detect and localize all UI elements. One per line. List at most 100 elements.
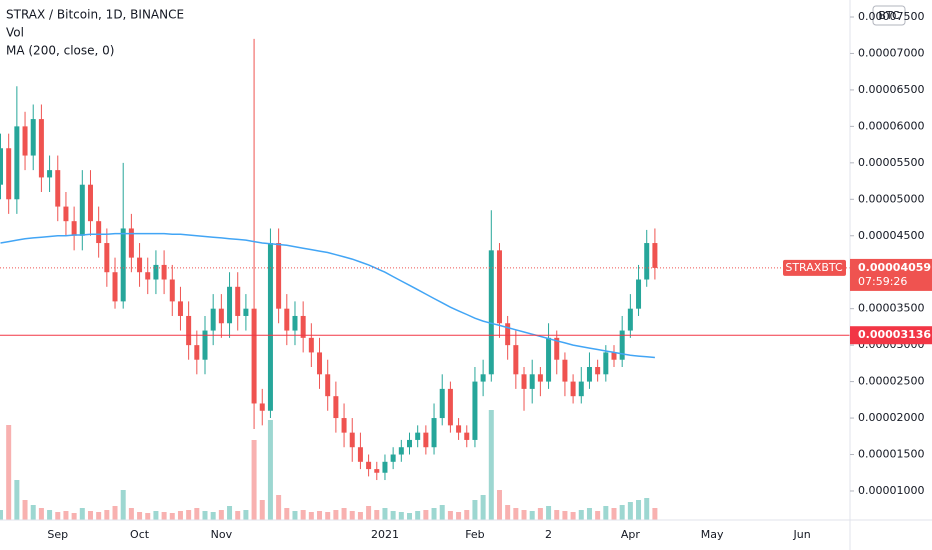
candle-body bbox=[22, 126, 28, 156]
volume-bar bbox=[537, 508, 543, 520]
candle-body bbox=[55, 170, 61, 207]
candle-body bbox=[79, 184, 85, 236]
currency[interactable]: BTC bbox=[878, 9, 900, 22]
chart-title: STRAX / Bitcoin, 1D, BINANCE bbox=[6, 8, 184, 22]
candle-body bbox=[488, 250, 494, 375]
volume-bar bbox=[480, 495, 486, 520]
symbol-tag-label: STRAXBTC bbox=[785, 261, 843, 274]
candle-body bbox=[480, 374, 486, 382]
volume-bar bbox=[644, 498, 650, 520]
candle-body bbox=[570, 381, 576, 397]
volume-bar bbox=[488, 410, 494, 520]
volume-bar bbox=[325, 512, 331, 520]
currency-box[interactable] bbox=[872, 5, 906, 26]
countdown-label: 07:59:26 bbox=[858, 275, 907, 288]
candle-body bbox=[317, 352, 323, 375]
volume-bar bbox=[153, 511, 159, 520]
candle-body bbox=[333, 396, 339, 419]
volume-bar bbox=[243, 510, 249, 520]
volume-bar bbox=[578, 510, 584, 520]
volume-bar bbox=[652, 508, 658, 520]
candle-body bbox=[0, 148, 3, 185]
candle-body bbox=[439, 388, 445, 419]
candle-body bbox=[447, 388, 453, 426]
x-tick-label: Nov bbox=[211, 528, 233, 541]
volume-bar bbox=[627, 502, 633, 520]
y-tick-label: 0.00005000 bbox=[858, 192, 924, 205]
candle-body bbox=[300, 315, 306, 338]
volume-bar bbox=[447, 511, 453, 520]
volume-bar bbox=[30, 505, 36, 520]
candle-body bbox=[398, 447, 404, 455]
volume-bar bbox=[145, 513, 151, 520]
volume-bar bbox=[104, 510, 110, 520]
volume-bar bbox=[300, 510, 306, 520]
candle-body bbox=[112, 272, 118, 302]
y-tick-label: 0.00006000 bbox=[858, 119, 924, 132]
candle-body bbox=[218, 308, 224, 324]
volume-bar bbox=[562, 511, 568, 520]
candle-body bbox=[292, 315, 298, 331]
candle-body bbox=[357, 447, 363, 462]
candle-body bbox=[464, 432, 470, 440]
volume-bar bbox=[595, 511, 601, 520]
candle-body bbox=[554, 337, 560, 360]
y-tick-label: 0.00002000 bbox=[858, 411, 924, 424]
volume-bar bbox=[63, 511, 69, 520]
x-tick-label: Feb bbox=[465, 528, 484, 541]
y-tick-label: 0.00007000 bbox=[858, 46, 924, 59]
volume-bar bbox=[407, 513, 412, 520]
candle-body bbox=[562, 359, 568, 382]
candle-body bbox=[251, 308, 257, 404]
candle-body bbox=[169, 279, 175, 302]
candle-body bbox=[595, 367, 601, 375]
volume-bar bbox=[521, 510, 527, 520]
volume-bar bbox=[120, 490, 126, 520]
volume-bar bbox=[636, 500, 642, 520]
candle-body bbox=[586, 367, 592, 382]
candle-body bbox=[619, 330, 625, 360]
volume-bar bbox=[284, 508, 290, 520]
candle-body bbox=[456, 425, 462, 433]
volume-bar bbox=[14, 480, 20, 520]
candle-body bbox=[30, 119, 36, 156]
candle-body bbox=[407, 439, 412, 448]
volume-bar bbox=[55, 512, 61, 520]
candle-body bbox=[259, 403, 265, 411]
volume-bar bbox=[366, 506, 372, 520]
volume-bar bbox=[308, 512, 314, 520]
volume-bar bbox=[169, 513, 175, 520]
candle-body bbox=[390, 454, 396, 462]
candle-body bbox=[627, 308, 633, 331]
candle-body bbox=[374, 469, 380, 473]
candle-body bbox=[276, 243, 282, 309]
candle-body bbox=[71, 221, 77, 236]
volume-bar bbox=[0, 510, 3, 520]
volume-bar bbox=[259, 500, 265, 520]
x-tick-label: May bbox=[701, 528, 724, 541]
volume-bar bbox=[382, 508, 388, 520]
candle-body bbox=[186, 315, 192, 346]
y-tick-label: 0.00003500 bbox=[858, 302, 924, 315]
candle-body bbox=[611, 352, 617, 360]
volume-bar bbox=[137, 512, 143, 520]
candle-body bbox=[644, 243, 650, 280]
volume-bar bbox=[267, 420, 273, 520]
volume-bar bbox=[431, 508, 437, 520]
candle-body bbox=[6, 148, 12, 200]
volume-bar bbox=[513, 508, 519, 520]
candle-body bbox=[578, 381, 584, 397]
last-price-label: 0.00004059 bbox=[858, 261, 931, 274]
volume-bar bbox=[194, 508, 200, 520]
volume-bar bbox=[71, 513, 77, 520]
volume-bar bbox=[87, 511, 93, 520]
volume-bar bbox=[586, 508, 592, 520]
candle-body bbox=[47, 170, 53, 178]
candle-body bbox=[137, 257, 143, 273]
candle-body bbox=[128, 228, 134, 258]
candle-body bbox=[382, 461, 388, 473]
x-tick-label: 2 bbox=[545, 528, 552, 541]
candle-body bbox=[284, 308, 290, 331]
volume-bar bbox=[472, 500, 478, 520]
volume-bar bbox=[390, 511, 396, 520]
